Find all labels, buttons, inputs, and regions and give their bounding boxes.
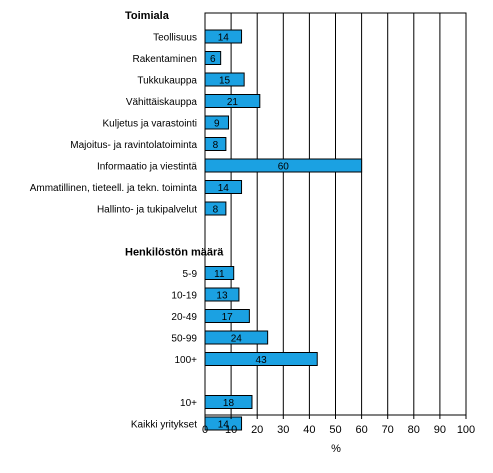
category-label: Kaikki yritykset — [131, 420, 197, 431]
category-label: Rakentaminen — [133, 54, 197, 65]
data-label: 14 — [218, 420, 230, 431]
category-label: Tukkukauppa — [137, 76, 197, 87]
bar — [204, 72, 245, 87]
group-heading: Henkilöstön määrä — [125, 247, 224, 259]
x-tick-label: 100 — [457, 424, 475, 436]
bar — [204, 266, 235, 280]
bar — [204, 29, 243, 44]
category-label: 5-9 — [183, 269, 198, 280]
x-tick-label: 60 — [355, 424, 367, 436]
category-label: 10+ — [180, 398, 197, 409]
category-label: Kuljetus ja varastointi — [103, 119, 198, 130]
data-label: 6 — [210, 54, 216, 65]
bar — [204, 137, 227, 151]
data-label: 9 — [214, 119, 220, 130]
x-tick-label: 0 — [202, 424, 208, 436]
data-label: 18 — [223, 398, 235, 409]
bar — [204, 416, 243, 431]
x-tick-label: 50 — [329, 424, 341, 436]
category-label: Majoitus- ja ravintolatoiminta — [70, 140, 197, 151]
data-label: 17 — [222, 312, 234, 323]
data-label: 13 — [216, 291, 228, 302]
x-tick-label: 20 — [251, 424, 263, 436]
x-axis-label: % — [331, 443, 341, 455]
category-label: 50-99 — [171, 334, 197, 345]
x-axis-ticks: 0 10 20 30 40 50 60 70 80 90 100 — [202, 415, 475, 436]
bar — [204, 158, 363, 173]
data-label: 43 — [256, 355, 268, 366]
bar — [204, 309, 250, 323]
category-label: Vähittäiskauppa — [126, 97, 198, 108]
bar — [204, 51, 222, 65]
bar — [204, 201, 227, 216]
category-label: 20-49 — [171, 312, 197, 323]
bar — [204, 115, 229, 130]
bar — [204, 287, 240, 302]
x-tick-label: 80 — [408, 424, 420, 436]
data-label: 8 — [213, 140, 219, 151]
data-label: 24 — [231, 334, 243, 345]
data-label: 15 — [219, 76, 231, 87]
data-label: 14 — [218, 183, 230, 194]
data-label: 14 — [218, 33, 230, 44]
category-label: Hallinto- ja tukipalvelut — [97, 205, 197, 216]
x-tick-label: 70 — [382, 424, 394, 436]
category-label: Informaatio ja viestintä — [97, 162, 197, 173]
category-label: Ammatillinen, tieteell. ja tekn. toimint… — [30, 183, 198, 194]
bar — [204, 180, 243, 194]
x-tick-label: 90 — [434, 424, 446, 436]
bar — [204, 330, 269, 345]
bar — [204, 352, 318, 366]
data-label: 8 — [213, 205, 219, 216]
data-label: 21 — [227, 97, 239, 108]
data-label: 60 — [278, 162, 290, 173]
category-labels: Toimiala Teollisuus Rakentaminen Tukkukaupp… — [30, 10, 225, 431]
x-tick-label: 10 — [225, 424, 237, 436]
data-label: 11 — [214, 269, 225, 280]
group-heading: Toimiala — [125, 10, 170, 22]
category-label: Teollisuus — [153, 33, 197, 44]
x-tick-label: 30 — [277, 424, 289, 436]
bar — [204, 94, 261, 108]
category-label: 10-19 — [171, 291, 197, 302]
bar — [204, 395, 253, 409]
x-tick-label: 40 — [303, 424, 315, 436]
category-label: 100+ — [174, 355, 197, 366]
